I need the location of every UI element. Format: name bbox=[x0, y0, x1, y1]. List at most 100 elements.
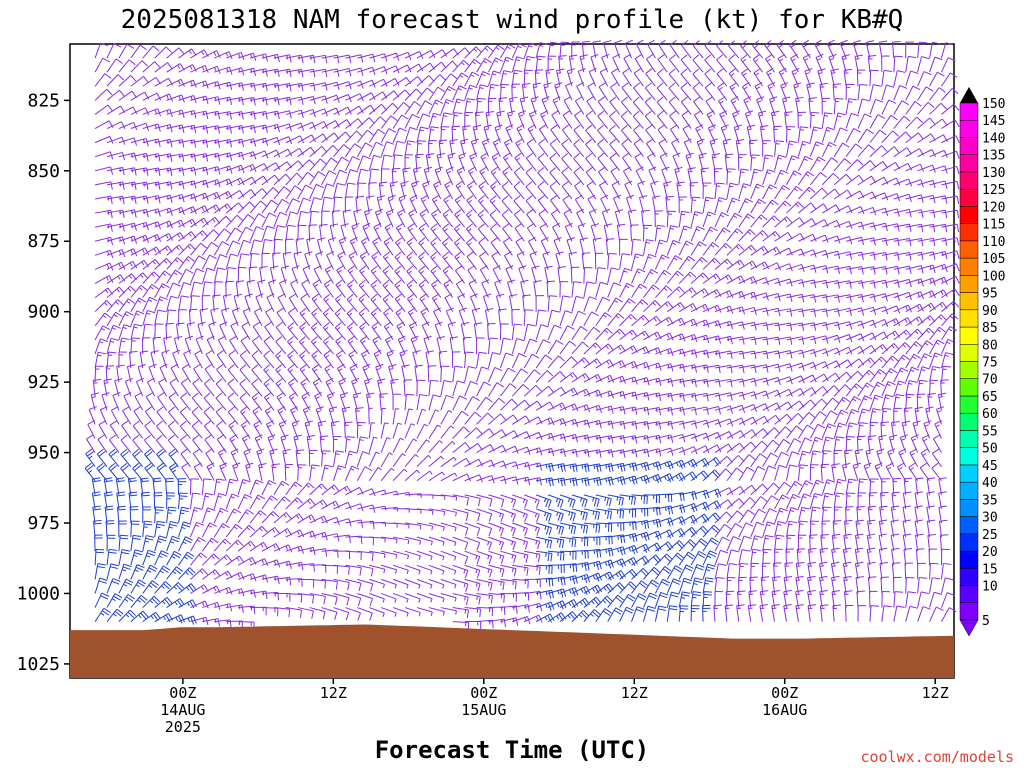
wind-barb bbox=[464, 46, 482, 59]
wind-barb bbox=[428, 99, 444, 115]
wind-barb bbox=[428, 508, 446, 516]
wind-barb bbox=[440, 456, 457, 468]
wind-barb bbox=[204, 434, 215, 453]
wind-barb bbox=[336, 265, 346, 284]
wind-barb bbox=[142, 611, 161, 623]
wind-barb bbox=[404, 592, 421, 603]
colorbar-legend: 5 10 15 20 25 30 35 40 45 50 55 60 65 70 75 80 85 90 95 100… bbox=[959, 87, 1005, 637]
wind-barb bbox=[142, 283, 159, 298]
wind-barb bbox=[261, 511, 280, 524]
wind-barb bbox=[264, 321, 275, 341]
wind-barb bbox=[249, 525, 268, 538]
wind-barb bbox=[154, 596, 173, 608]
wind-barb bbox=[273, 148, 293, 158]
wind-barb bbox=[106, 351, 117, 369]
wind-barb bbox=[273, 173, 292, 186]
wind-barb bbox=[412, 350, 421, 369]
colorbar-swatch bbox=[959, 602, 979, 621]
wind-barb bbox=[166, 309, 177, 326]
wind-barb bbox=[249, 213, 266, 228]
wind-barb bbox=[356, 451, 371, 467]
wind-barb bbox=[225, 523, 243, 538]
wind-barb bbox=[94, 365, 104, 383]
wind-barb bbox=[166, 550, 182, 566]
wind-barb bbox=[189, 268, 205, 284]
wind-barb bbox=[356, 466, 373, 481]
wind-barb bbox=[404, 564, 421, 575]
wind-barb bbox=[440, 425, 455, 439]
wind-barb bbox=[118, 337, 130, 355]
wind-barb bbox=[368, 182, 377, 199]
colorbar-label: 45 bbox=[982, 459, 998, 474]
wind-barb bbox=[428, 522, 445, 531]
wind-barb bbox=[285, 238, 294, 256]
colorbar-swatch bbox=[959, 412, 979, 431]
wind-barb bbox=[285, 513, 304, 524]
wind-barb bbox=[443, 194, 454, 214]
wind-barb bbox=[275, 336, 287, 355]
wind-barb bbox=[344, 182, 356, 200]
wind-barb bbox=[357, 592, 373, 607]
y-tick-label: 875 bbox=[27, 231, 60, 252]
wind-barb bbox=[321, 516, 340, 526]
wind-barb bbox=[277, 406, 287, 425]
wind-barb bbox=[349, 236, 358, 256]
credit-link[interactable]: coolwx.com/models bbox=[860, 748, 1014, 766]
wind-barb bbox=[94, 73, 112, 87]
wind-barb bbox=[178, 567, 196, 580]
wind-barb bbox=[166, 535, 180, 552]
wind-barb bbox=[416, 408, 427, 425]
y-axis: 825 850 875 900 925 950 975 1000 1025 bbox=[17, 90, 70, 675]
wind-barb bbox=[94, 351, 106, 369]
wind-barb bbox=[265, 307, 275, 327]
wind-barb bbox=[321, 607, 338, 620]
wind-barb bbox=[179, 434, 191, 453]
wind-barb bbox=[178, 309, 187, 326]
wind-barb bbox=[106, 151, 126, 161]
wind-barb bbox=[428, 49, 448, 59]
wind-barb bbox=[189, 521, 205, 538]
wind-barb bbox=[392, 140, 405, 157]
wind-barb bbox=[321, 170, 337, 186]
wind-barb bbox=[189, 507, 203, 524]
y-tick-label: 900 bbox=[27, 302, 60, 323]
wind-barb bbox=[309, 515, 328, 524]
wind-barb bbox=[201, 492, 214, 510]
wind-barb bbox=[106, 274, 126, 284]
wind-barb bbox=[118, 351, 128, 369]
wind-barb bbox=[321, 81, 340, 91]
wind-barb bbox=[464, 84, 478, 101]
wind-barb bbox=[411, 180, 420, 200]
wind-barb bbox=[404, 408, 413, 425]
wind-barb bbox=[425, 350, 434, 369]
wind-barb bbox=[225, 214, 244, 228]
wind-barb bbox=[251, 350, 263, 369]
wind-barb bbox=[98, 420, 108, 439]
wind-barb bbox=[452, 494, 469, 506]
wind-barb bbox=[288, 392, 299, 411]
wind-barb bbox=[430, 223, 442, 242]
wind-barb bbox=[438, 350, 448, 369]
wind-barb bbox=[122, 406, 132, 425]
wind-barb bbox=[189, 478, 199, 495]
wind-barb bbox=[404, 140, 416, 157]
wind-barb bbox=[168, 392, 179, 411]
wind-barb bbox=[166, 78, 185, 87]
wind-barb bbox=[357, 607, 373, 621]
wind-barb bbox=[404, 126, 418, 143]
wind-barb bbox=[428, 494, 446, 500]
wind-barb bbox=[130, 610, 149, 623]
wind-barb bbox=[190, 600, 209, 609]
wind-barb bbox=[261, 252, 271, 270]
wind-barb bbox=[132, 420, 144, 439]
wind-barb bbox=[309, 592, 326, 605]
wind-barb bbox=[237, 267, 247, 284]
wind-barb bbox=[249, 124, 268, 133]
colorbar-label: 95 bbox=[982, 287, 998, 302]
wind-barb bbox=[180, 392, 191, 411]
wind-barb bbox=[261, 162, 281, 172]
wind-barb bbox=[190, 242, 208, 256]
colorbar-label: 90 bbox=[982, 304, 998, 319]
wind-barb bbox=[452, 607, 470, 618]
wind-barb bbox=[431, 209, 442, 228]
